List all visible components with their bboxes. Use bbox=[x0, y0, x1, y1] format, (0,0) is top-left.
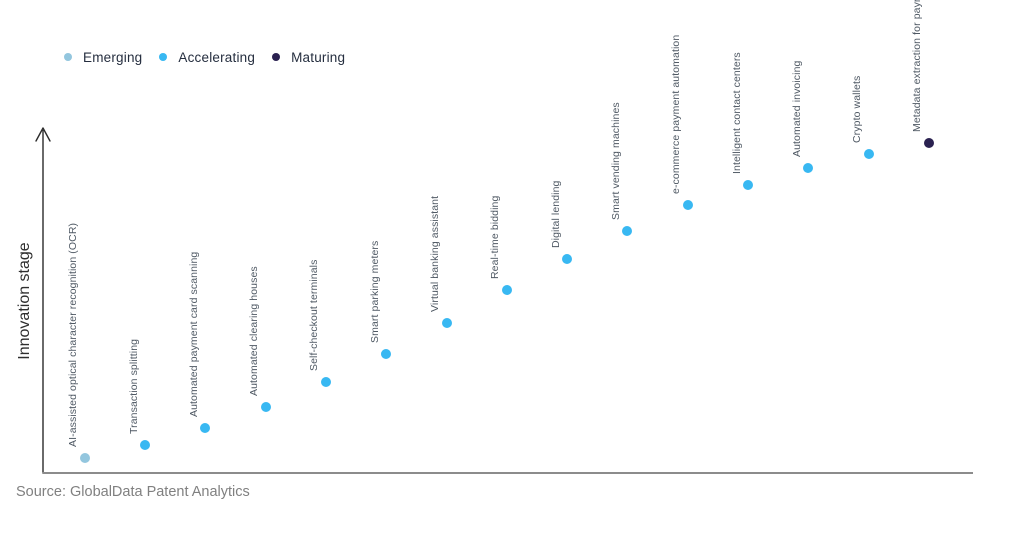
data-point bbox=[320, 376, 331, 387]
data-point-label: Transaction splitting bbox=[127, 338, 140, 435]
data-point-label: Virtual banking assistant bbox=[429, 195, 441, 312]
data-point-label: Automated invoicing bbox=[790, 60, 803, 158]
legend-item-accelerating: Accelerating bbox=[159, 50, 255, 65]
source-note: Source: GlobalData Patent Analytics bbox=[16, 484, 250, 500]
data-point bbox=[200, 423, 211, 434]
data-point-label: Automated clearing houses bbox=[248, 266, 261, 397]
data-point bbox=[79, 453, 90, 464]
legend-item-maturing: Maturing bbox=[272, 50, 345, 65]
legend-label: Accelerating bbox=[178, 49, 256, 65]
data-point-label: Real-time bidding bbox=[489, 195, 502, 280]
data-point-label: Smart parking meters bbox=[368, 240, 381, 343]
data-point bbox=[260, 402, 271, 413]
y-axis-arrow-icon bbox=[35, 127, 51, 142]
data-point-label: Smart vending machines bbox=[609, 102, 622, 221]
data-point-label: Metadata extraction for payments bbox=[911, 0, 924, 132]
data-point bbox=[863, 148, 874, 159]
data-point-label: Digital lending bbox=[549, 180, 562, 249]
y-axis-label: Innovation stage bbox=[16, 242, 33, 360]
legend-label: Maturing bbox=[291, 49, 346, 65]
data-point bbox=[743, 179, 753, 190]
data-point bbox=[441, 317, 452, 328]
data-point-label: AI-assisted optical character recognitio… bbox=[67, 223, 80, 448]
data-point-label: Automated payment card scanning bbox=[187, 251, 200, 418]
legend-item-emerging: Emerging bbox=[64, 50, 142, 65]
data-point-label: Crypto wallets bbox=[851, 75, 864, 143]
legend: Emerging Accelerating Maturing bbox=[64, 48, 345, 66]
legend-dot-icon bbox=[159, 53, 168, 61]
data-point bbox=[682, 199, 693, 210]
data-point bbox=[562, 254, 573, 265]
data-point bbox=[923, 137, 934, 148]
legend-dot-icon bbox=[272, 53, 281, 61]
legend-dot-icon bbox=[64, 53, 72, 61]
legend-label: Emerging bbox=[83, 49, 143, 65]
data-point bbox=[803, 163, 814, 174]
data-point bbox=[622, 226, 633, 237]
data-point bbox=[140, 440, 150, 451]
data-point-label: Intelligent contact centers bbox=[730, 52, 743, 174]
data-point-label: e-commerce payment automation bbox=[670, 34, 683, 194]
data-point bbox=[501, 285, 512, 296]
data-point bbox=[381, 348, 392, 359]
data-point-label: Self-checkout terminals bbox=[308, 259, 321, 371]
